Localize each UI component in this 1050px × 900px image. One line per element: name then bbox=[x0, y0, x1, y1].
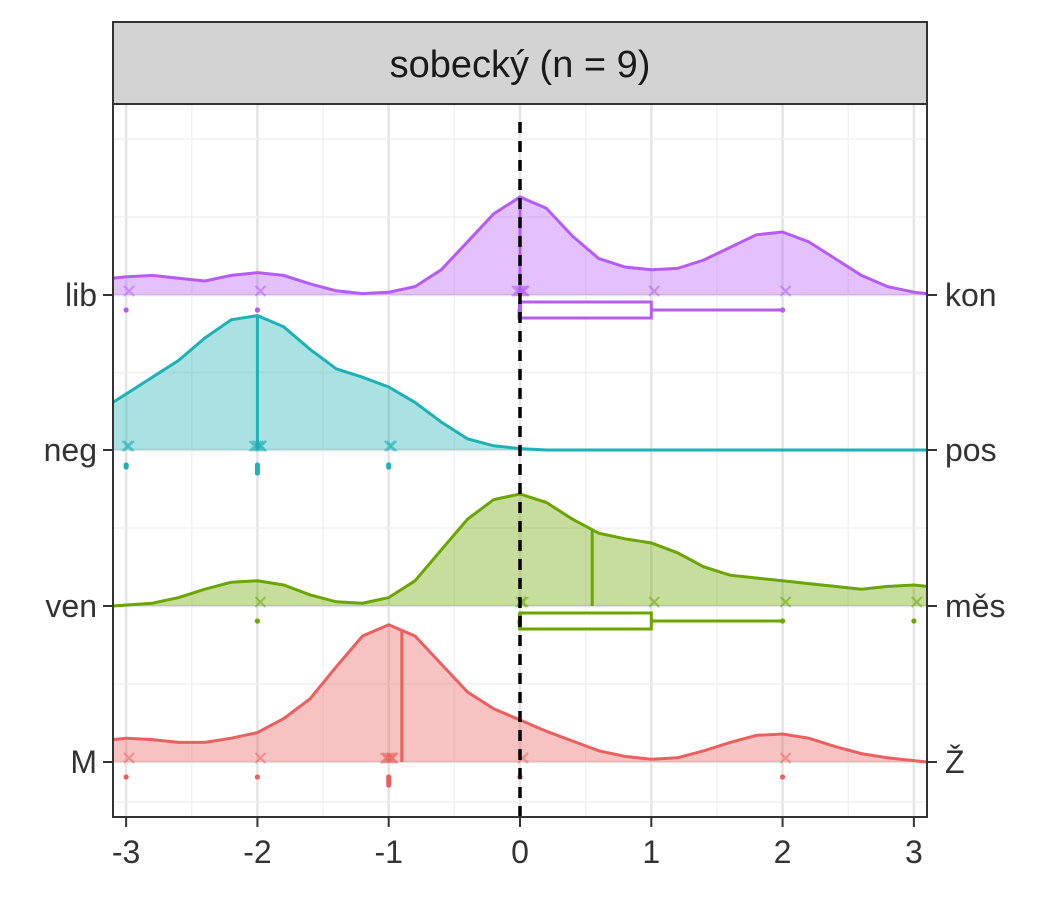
data-point-cross bbox=[779, 752, 792, 764]
x-tick-label: 1 bbox=[642, 834, 660, 870]
boxplot-box bbox=[518, 611, 653, 631]
y-tick-label-right: pos bbox=[945, 432, 997, 468]
data-point-dot bbox=[254, 774, 261, 780]
data-point-dot bbox=[123, 774, 129, 780]
data-point-cross bbox=[123, 285, 135, 297]
strip-title: sobecký (n = 9) bbox=[390, 44, 651, 86]
data-point-cross bbox=[779, 285, 792, 297]
y-tick-label-left: M bbox=[70, 744, 97, 780]
density-line bbox=[112, 492, 928, 608]
x-tick-label: -3 bbox=[112, 834, 140, 870]
data-point-cross bbox=[123, 440, 135, 452]
x-tick-label: -2 bbox=[243, 834, 271, 870]
data-point-cross bbox=[382, 752, 394, 764]
y-tick-label-right: Ž bbox=[945, 744, 965, 780]
strip-header: sobecký (n = 9) bbox=[112, 21, 928, 105]
ridge-neg bbox=[112, 314, 927, 476]
data-point-dot bbox=[254, 470, 261, 476]
x-tick-label: 2 bbox=[774, 834, 792, 870]
x-axis: -3 -2 -1 0 1 2 3 bbox=[112, 817, 923, 870]
density-area bbox=[113, 624, 927, 762]
data-point-cross bbox=[121, 440, 133, 452]
data-point-cross bbox=[648, 596, 660, 608]
data-point-dot bbox=[254, 618, 261, 624]
y-tick-label-right: měs bbox=[945, 588, 1005, 624]
y-tick-label-right: kon bbox=[945, 277, 997, 313]
y-tick-label-left: ven bbox=[45, 588, 97, 624]
density-area bbox=[113, 315, 927, 450]
x-tick-label: -1 bbox=[374, 834, 402, 870]
data-point-dot bbox=[386, 782, 392, 788]
data-point-cross bbox=[384, 440, 396, 452]
density-line bbox=[112, 314, 927, 452]
data-point-dot bbox=[911, 618, 917, 624]
data-point-cross bbox=[254, 752, 267, 764]
data-point-cross bbox=[255, 440, 268, 452]
data-point-cross bbox=[384, 752, 396, 764]
data-point-dot bbox=[123, 464, 129, 470]
data-point-cross bbox=[254, 285, 267, 297]
data-point-dot bbox=[254, 307, 261, 313]
data-point-cross bbox=[386, 440, 398, 452]
data-point-dot bbox=[386, 464, 392, 470]
x-tick-label: 0 bbox=[511, 834, 529, 870]
y-axis: lib kon neg pos ven měs M Ž bbox=[44, 277, 1006, 780]
data-point-cross bbox=[911, 596, 923, 608]
strip-background bbox=[112, 21, 928, 105]
data-point-dot bbox=[779, 774, 786, 780]
data-point-cross bbox=[515, 285, 527, 297]
data-point-cross bbox=[123, 752, 135, 764]
boxplot-box bbox=[518, 300, 653, 320]
data-point-cross bbox=[250, 440, 263, 452]
y-tick-label-left: lib bbox=[65, 277, 97, 313]
data-point-cross bbox=[779, 596, 792, 608]
plot-panel: -3 -2 -1 0 1 2 3 lib kon neg pos ven měs M Ž bbox=[44, 103, 1006, 870]
data-point-dot bbox=[123, 307, 129, 313]
x-tick-label: 3 bbox=[905, 834, 923, 870]
data-point-cross bbox=[648, 285, 660, 297]
y-tick-label-left: neg bbox=[44, 432, 97, 468]
data-point-cross bbox=[513, 285, 525, 297]
data-point-cross bbox=[254, 596, 267, 608]
data-point-cross bbox=[252, 440, 265, 452]
data-point-cross bbox=[387, 752, 399, 764]
